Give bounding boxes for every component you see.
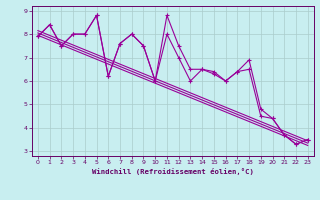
X-axis label: Windchill (Refroidissement éolien,°C): Windchill (Refroidissement éolien,°C) <box>92 168 254 175</box>
